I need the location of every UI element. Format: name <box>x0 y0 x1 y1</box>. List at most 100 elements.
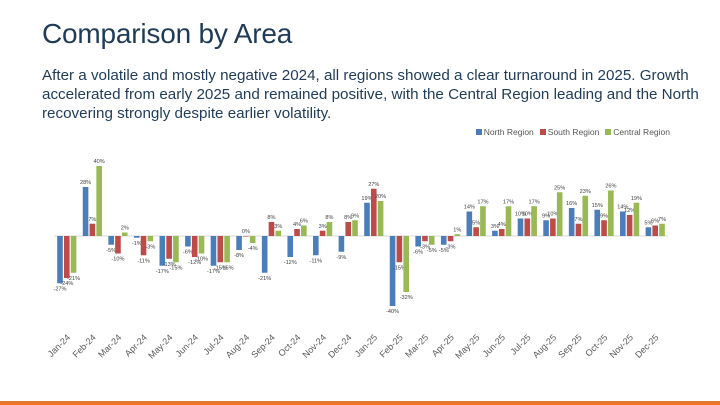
data-label: -10% <box>111 257 124 263</box>
bar <box>652 225 659 236</box>
data-label: -15% <box>214 265 227 271</box>
bar <box>89 223 96 236</box>
bar <box>133 236 140 238</box>
data-label: -17% <box>207 269 220 275</box>
bar <box>191 236 198 257</box>
bar <box>473 227 479 236</box>
data-label: 19% <box>361 196 372 202</box>
data-label: 7% <box>658 217 666 223</box>
bar <box>556 192 563 236</box>
bar <box>575 223 582 236</box>
legend-label-central: Central Region <box>613 127 670 137</box>
bar <box>115 236 121 254</box>
bar <box>531 206 537 236</box>
bar <box>389 236 396 306</box>
x-tick-label: Aug-25 <box>531 332 559 360</box>
bar <box>108 236 114 245</box>
data-label: 5% <box>644 220 652 226</box>
bar <box>620 211 626 236</box>
data-label: 17% <box>477 199 488 205</box>
data-label: -27% <box>53 286 66 292</box>
bar <box>224 236 230 263</box>
bar <box>173 236 179 263</box>
bar <box>319 230 326 236</box>
bar <box>466 211 473 236</box>
bar <box>608 190 614 236</box>
data-label: 8% <box>325 215 333 221</box>
data-label: -11% <box>309 258 322 264</box>
data-label: 3% <box>491 224 499 230</box>
page-title: Comparison by Area <box>42 18 293 49</box>
bar <box>82 187 89 236</box>
bar <box>568 208 575 236</box>
data-label: 12% <box>624 208 635 214</box>
x-tick-label: Jul-24 <box>201 332 225 356</box>
bar <box>517 218 524 236</box>
bar <box>243 236 249 237</box>
data-label: 27% <box>368 182 379 188</box>
data-label: -40% <box>386 309 399 315</box>
bar <box>338 236 345 252</box>
data-label: -13% <box>163 262 176 268</box>
data-label: 26% <box>605 184 616 190</box>
bar <box>377 201 384 236</box>
footer-accent-bar <box>0 401 720 405</box>
data-label: 19% <box>631 196 642 202</box>
bar <box>261 236 268 273</box>
bar <box>198 236 205 254</box>
bar <box>415 236 421 247</box>
data-label: -21% <box>258 276 271 282</box>
bar <box>287 236 294 257</box>
x-tick-label: Feb-25 <box>378 332 405 359</box>
data-label: 3% <box>319 224 327 230</box>
bar <box>57 236 63 284</box>
data-label: -8% <box>234 253 244 259</box>
data-label: -12% <box>284 260 297 266</box>
bar <box>543 220 549 236</box>
data-label: 7% <box>88 217 96 223</box>
legend-swatch-central <box>605 129 612 135</box>
legend-label-north: North Region <box>483 127 534 137</box>
bar <box>217 236 224 263</box>
x-tick-label: Oct-24 <box>276 332 302 358</box>
bar <box>313 236 319 256</box>
data-label: 17% <box>503 199 514 205</box>
bar <box>345 222 352 236</box>
data-label: -15% <box>221 265 234 271</box>
bar <box>422 236 428 242</box>
x-tick-label: Jun-24 <box>174 332 201 359</box>
data-label: -32% <box>400 295 413 301</box>
data-label: 0% <box>242 229 250 235</box>
bar <box>352 220 358 236</box>
bar <box>428 236 435 245</box>
data-label: 6% <box>651 219 659 225</box>
data-label: 4% <box>293 222 301 228</box>
data-label: 1% <box>453 227 461 233</box>
x-tick-label: Nov-25 <box>607 332 635 360</box>
bar <box>301 225 307 236</box>
x-tick-label: May-25 <box>453 332 481 360</box>
x-tick-label: Nov-24 <box>300 332 328 360</box>
legend-swatch-north <box>475 129 482 135</box>
bar <box>447 236 454 242</box>
bar <box>210 236 217 266</box>
bar <box>96 166 102 236</box>
bar <box>364 202 370 236</box>
data-label: -9% <box>336 255 346 261</box>
data-label: 23% <box>580 189 591 195</box>
x-tick-label: Aug-24 <box>224 332 252 360</box>
data-label: 2% <box>121 226 129 232</box>
bar <box>524 218 531 236</box>
data-label: 28% <box>80 180 91 186</box>
data-label: -17% <box>156 269 169 275</box>
bar <box>480 206 486 236</box>
bar-chart: -27%-24%-21%Jan-2428%7%40%Feb-24-5%-10%2… <box>46 159 668 361</box>
data-label: 15% <box>592 203 603 209</box>
data-label: -5% <box>106 248 116 254</box>
bar <box>403 236 409 292</box>
bar <box>166 236 172 259</box>
data-label: 9% <box>600 213 608 219</box>
bar <box>440 236 447 245</box>
data-label: -3% <box>145 244 155 250</box>
bar <box>236 236 242 250</box>
